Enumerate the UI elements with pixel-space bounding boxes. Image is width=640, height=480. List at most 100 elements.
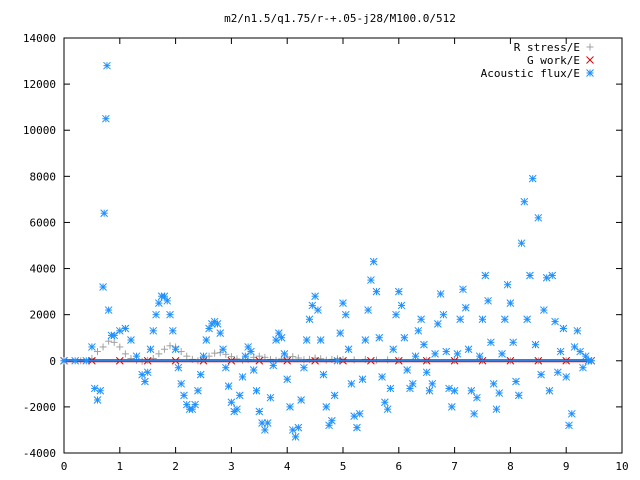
axis-ticks: 0 1 2 3 4 5 6 7 8 9 10 -4000 -2000 0 2000 4000 6000 8000 1…: [23, 32, 629, 473]
data-point: [314, 306, 322, 314]
data-point: [93, 348, 101, 356]
data-point: [227, 398, 236, 407]
data-point: [509, 338, 518, 347]
data-point: [394, 287, 403, 296]
data-point: [375, 333, 384, 342]
data-point: [104, 306, 113, 314]
data-point: [149, 326, 158, 335]
x-tick-label: 9: [563, 460, 570, 473]
data-point: [255, 352, 263, 360]
x-tick-label: 0: [61, 460, 68, 473]
data-point: [520, 197, 529, 206]
data-point: [247, 347, 255, 356]
data-point: [93, 396, 102, 404]
data-point: [110, 331, 119, 340]
legend-marker: [586, 56, 594, 64]
data-point: [233, 405, 241, 414]
data-point: [498, 350, 506, 358]
data-point: [99, 283, 107, 291]
data-point: [339, 299, 347, 307]
data-point: [553, 368, 562, 377]
data-point: [361, 336, 370, 344]
data-point: [414, 326, 423, 335]
data-point: [302, 336, 311, 344]
data-point: [358, 375, 367, 384]
data-point: [367, 276, 375, 284]
data-point: [528, 174, 537, 183]
data-point: [503, 280, 512, 289]
data-point: [453, 350, 462, 358]
data-point: [143, 368, 152, 377]
y-tick-label: 4000: [30, 263, 57, 276]
data-point: [177, 348, 185, 356]
data-point: [526, 271, 534, 280]
data-point: [308, 301, 317, 310]
chart-title: m2/n1.5/q1.75/r-+.05-j28/M100.0/512: [224, 12, 456, 25]
data-point: [183, 352, 191, 360]
data-point: [103, 61, 111, 70]
data-point: [96, 386, 105, 395]
data-point: [442, 347, 451, 356]
data-point: [241, 352, 250, 361]
x-tick-label: 2: [172, 460, 179, 473]
data-point: [171, 345, 180, 354]
data-point: [196, 370, 205, 379]
x-tick-label: 1: [116, 460, 123, 473]
data-point: [459, 285, 467, 294]
data-point: [330, 391, 339, 400]
data-point: [180, 391, 188, 400]
data-point: [252, 386, 261, 395]
data-point: [289, 353, 297, 361]
data-point: [380, 398, 389, 407]
data-point: [523, 315, 531, 324]
data-point: [155, 299, 163, 307]
x-tick-label: 10: [615, 460, 628, 473]
x-tick-label: 8: [507, 460, 514, 473]
data-point: [461, 303, 470, 312]
data-point: [101, 114, 110, 123]
data-point: [364, 306, 372, 314]
data-point: [559, 324, 568, 333]
data-point: [570, 343, 579, 351]
data-point: [199, 352, 208, 361]
data-point: [517, 239, 526, 248]
data-point: [219, 345, 227, 354]
data-point: [221, 363, 230, 372]
data-point: [506, 299, 515, 307]
data-point: [512, 377, 520, 386]
x-tick-label: 7: [451, 460, 458, 473]
data-point: [431, 350, 439, 358]
data-point: [294, 423, 303, 432]
data-point: [576, 347, 585, 356]
data-point: [177, 379, 186, 388]
y-tick-label: 0: [49, 355, 56, 368]
x-tick-label: 3: [228, 460, 235, 473]
data-point: [484, 296, 492, 305]
data-point: [579, 363, 587, 372]
data-point: [213, 320, 222, 328]
y-tick-label: 6000: [30, 216, 57, 229]
x-tick-label: 4: [284, 460, 291, 473]
data-point: [174, 363, 183, 372]
data-point: [235, 391, 244, 400]
data-point: [378, 373, 386, 381]
data-point: [573, 326, 582, 335]
data-point: [495, 389, 504, 397]
data-point: [475, 352, 484, 361]
data-point: [99, 343, 107, 351]
data-point: [88, 343, 96, 351]
data-point: [311, 292, 319, 301]
data-point: [389, 345, 398, 354]
data-point: [534, 213, 543, 222]
data-point: [428, 379, 437, 388]
data-point: [116, 343, 124, 351]
data-point: [132, 352, 141, 361]
y-tick-label: 14000: [23, 32, 56, 45]
data-point: [297, 396, 306, 404]
data-point: [322, 403, 331, 411]
data-point: [283, 375, 292, 384]
data-point: [100, 209, 109, 218]
data-point: [255, 407, 264, 416]
data-point: [565, 421, 573, 430]
data-point: [411, 352, 420, 361]
